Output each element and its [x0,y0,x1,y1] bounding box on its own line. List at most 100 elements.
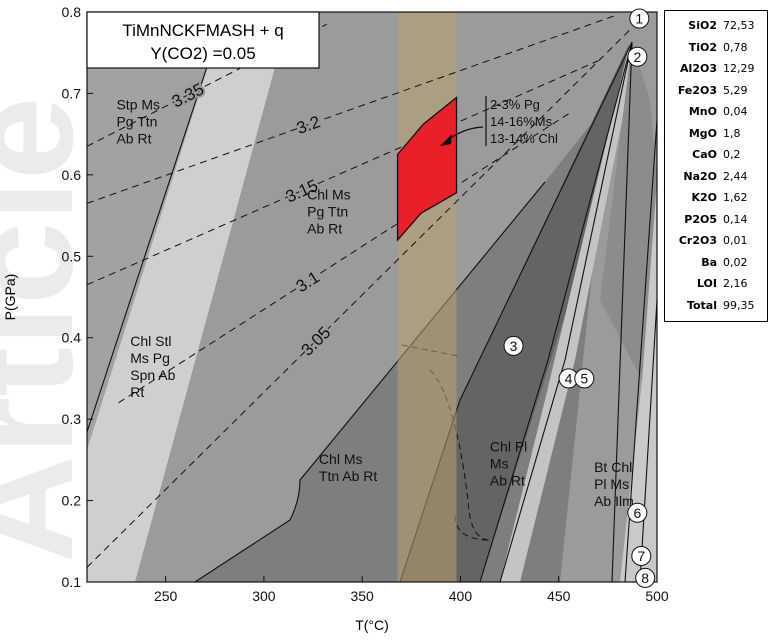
field-dark-boundary [194,181,546,582]
composition-row: MnO 0,04 [665,101,767,123]
reaction-marker-5: 5 [580,370,588,386]
oxide-name: MgO [688,126,717,140]
oxide-name: TiO2 [688,40,717,54]
field-label-2-line-2: Ab Rt [307,220,342,236]
field-label-3-line-0: Chl Ms [319,451,363,467]
oxide-value: 0,01 [723,234,748,248]
assemblage-field [396,96,458,242]
x-axis-label: T(°C) [355,617,389,633]
field-label-2-line-1: Pg Ttn [307,203,348,219]
annotation-line-1: 2-3% Pg [490,97,540,112]
reaction-marker-circle-7 [631,545,652,566]
field-label-0-line-2: Ab Rt [116,131,151,147]
field-darker-wedge [400,42,630,582]
reaction-marker-8: 8 [641,570,649,586]
title-box [86,11,320,69]
oxide-name: Fe2O3 [677,83,717,97]
reaction-marker-3: 3 [510,338,518,354]
y-tick-label-5: 0.6 [62,167,82,183]
composition-row: LOI 2,16 [665,273,767,295]
reaction-marker-1: 1 [635,11,643,27]
oxide-value: 2,44 [723,169,748,183]
band-light-far-right [620,180,657,582]
composition-row: Al2O3 12,29 [665,58,767,80]
field-label-3-line-1: Ttn Ab Rt [319,468,377,484]
composition-row: TiO2 0,78 [665,37,767,59]
reaction-marker-4: 4 [565,370,573,386]
chart-title: TiMnNCKFMASH + q [122,21,283,40]
field-label-4-line-1: Ms [490,456,509,472]
isopleth-line-1 [87,15,614,204]
dashed-curve [401,344,491,541]
composition-row: CaO 0,2 [665,144,767,166]
y-tick-label-3: 0.4 [62,330,82,346]
oxide-name: Na2O [683,169,717,183]
reaction-marker-2: 2 [633,49,641,65]
band-right-mid [600,42,657,380]
x-tick-label-5: 500 [645,588,669,604]
field-label-1-line-3: Rt [130,384,144,400]
oxide-value: 12,29 [723,62,755,76]
field-label-1-line-2: Spn Ab [130,367,175,383]
axes-group: 250 300 350 400 450 500 0.1 0.2 0.3 0.4 0.5 0.6 0.7 0… [62,4,669,604]
plot-frame [86,11,658,583]
highlight-band [397,12,457,582]
oxide-value: 0,02 [723,255,748,269]
oxide-value: 0,78 [723,40,748,54]
oxide-name: Al2O3 [680,62,717,76]
isopleth-line-4 [87,27,632,568]
x-tick-label-0: 250 [154,588,178,604]
y-tick-label-7: 0.8 [62,4,82,20]
plot-area: 3.353.23.153.13.05 [87,12,657,582]
band-light-left-boundary [87,12,226,433]
oxide-value: 99,35 [723,298,755,312]
field-label-1-line-0: Chl Stl [130,333,171,349]
isopleth-line-0 [87,23,328,147]
oxide-name: P2O5 [684,212,717,226]
oxide-name: SiO2 [688,19,717,33]
field-label-0-line-0: Stp Ms [116,97,160,113]
x-tick-label-1: 300 [252,588,276,604]
y-tick-label-4: 0.5 [62,248,82,264]
oxide-value: 0,2 [723,148,741,162]
x-tick-label-4: 450 [547,588,571,604]
field-label-1-line-1: Ms Pg [130,350,170,366]
composition-row: K2O 1,62 [665,187,767,209]
annotation-arrowhead [440,134,452,146]
reaction-marker-circle-3 [503,335,524,356]
reaction-line-6 [611,41,633,582]
isopleth-line-2 [87,60,599,286]
composition-row: Fe2O3 5,29 [665,80,767,102]
oxide-value: 0,04 [723,105,748,119]
oxide-name: Cr2O3 [678,234,717,248]
field-label-0-line-1: Pg Ttn [116,114,157,130]
y-tick-label-0: 0.1 [62,574,82,590]
oxide-name: CaO [692,148,717,162]
reaction-marker-circle-8 [635,567,656,588]
y-tick-label-1: 0.2 [62,493,82,509]
field-label-2-line-0: Chl Ms [307,186,351,202]
reaction-line-4 [479,41,633,582]
field-label-4-line-2: Ab Rt [490,473,525,489]
annotation-line-3: 13-14% Chl [490,131,558,146]
oxide-value: 0,14 [723,212,748,226]
x-tick-label-3: 400 [449,588,473,604]
composition-row: Total 99,35 [665,295,767,317]
oxide-name: Ba [701,255,717,269]
reaction-line-5 [499,41,633,582]
bulk-composition-table: SiO2 72,53 TiO2 0,78 Al2O3 12,29 Fe2O3 5,29 MnO 0… [664,10,768,322]
oxide-name: K2O [691,191,717,205]
field-label-5-line-2: Ab Ilm [594,493,634,509]
field-label-5-line-1: Pl Ms [594,476,629,492]
reaction-marker-circle-1 [629,8,650,29]
composition-row: Na2O 2,44 [665,166,767,188]
y-tick-label-6: 0.7 [62,85,82,101]
reaction-marker-7: 7 [637,548,645,564]
annotation-line-2: 14-16%Ms [490,114,553,129]
bulk-composition-rows: SiO2 72,53 TiO2 0,78 Al2O3 12,29 Fe2O3 5,29 MnO 0… [665,11,767,316]
x-tick-label-2: 350 [350,588,374,604]
composition-row: P2O5 0,14 [665,209,767,231]
isopleth-line-3 [118,113,569,404]
